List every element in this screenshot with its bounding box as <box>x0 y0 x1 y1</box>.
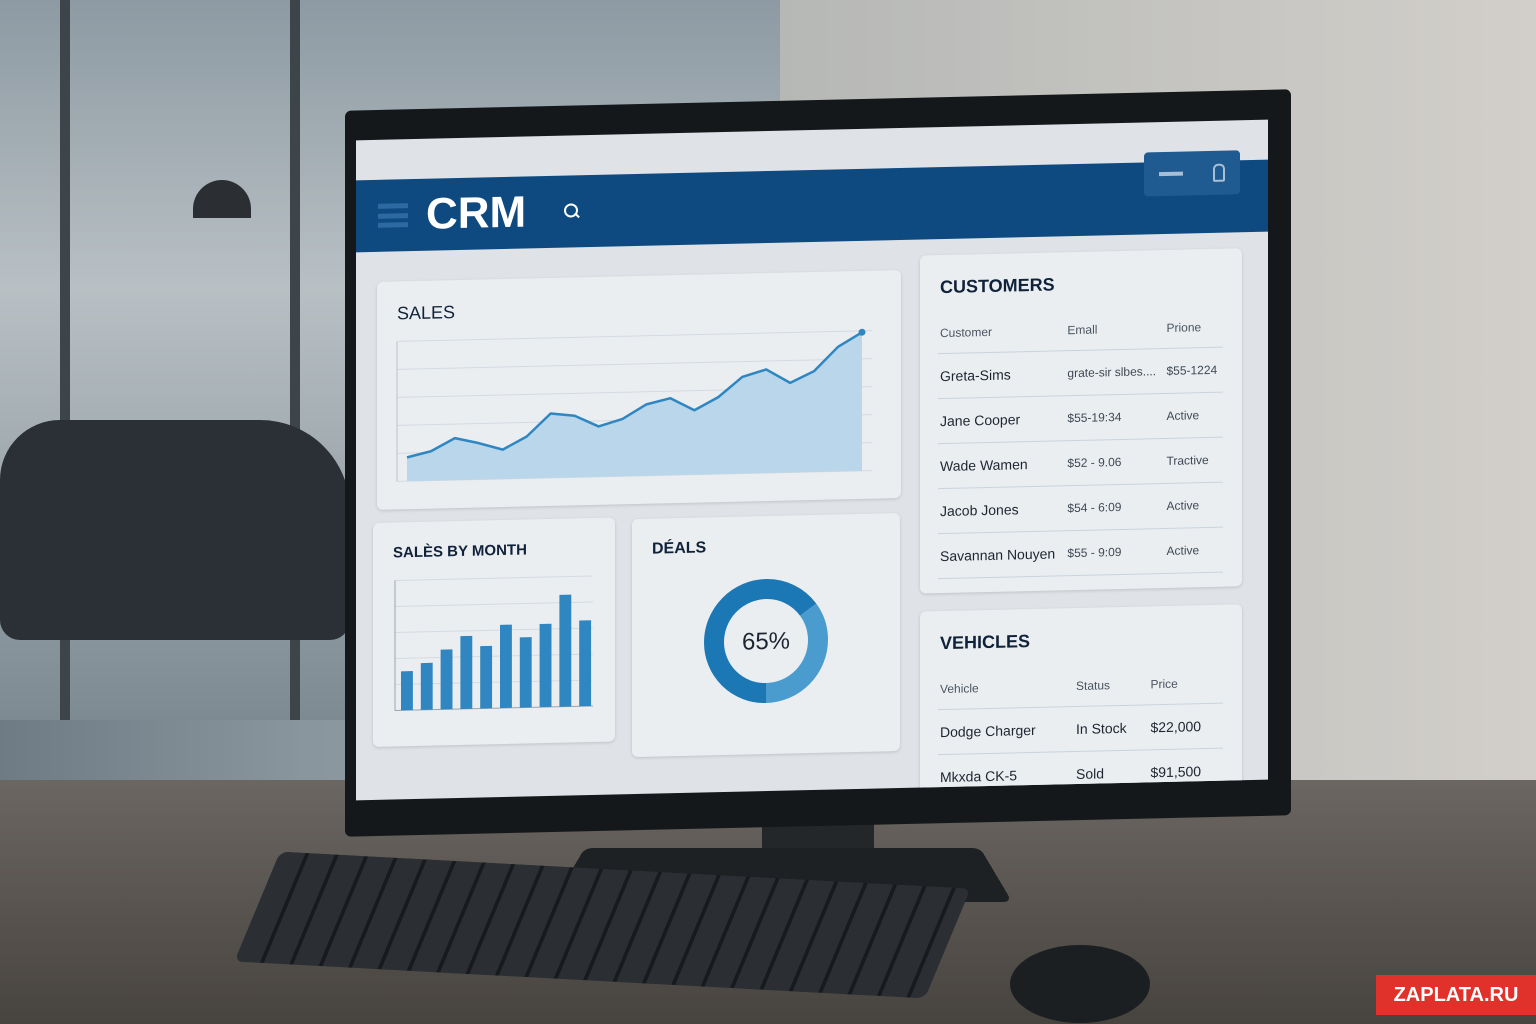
customers-title: CUSTOMERS <box>940 274 1055 298</box>
customer-phone: Active <box>1164 526 1223 574</box>
table-row[interactable]: Savannan Nouyen $55 - 9:09 Active <box>938 526 1223 579</box>
search-icon[interactable] <box>564 203 580 219</box>
customer-phone: Tractive <box>1164 436 1223 484</box>
customer-phone: Active <box>1164 481 1223 529</box>
vehicle-status: In Stock <box>1074 704 1149 752</box>
gridline <box>395 575 593 581</box>
bar <box>420 662 433 710</box>
bar <box>579 620 592 707</box>
background-car <box>0 420 350 640</box>
customer-phone: $55-1224 <box>1164 346 1223 394</box>
table-header: Vehicle Status Price <box>938 662 1223 710</box>
minimize-icon[interactable] <box>1159 171 1183 177</box>
bar <box>460 635 473 709</box>
sales-card: SALES <box>377 269 901 510</box>
customer-email: $52 - 9.06 <box>1065 438 1165 486</box>
bar <box>480 645 493 709</box>
deals-donut-chart <box>704 579 828 704</box>
bar <box>559 594 572 707</box>
customer-email: $54 - 6:09 <box>1065 483 1165 531</box>
mouse <box>1010 945 1150 1023</box>
vehicles-table: Vehicle Status Price Dodge Charger In Sto… <box>938 662 1223 800</box>
table-row[interactable]: Jacob Jones $54 - 6:09 Active <box>938 481 1223 534</box>
table-row[interactable]: Dodge Charger In Stock $22,000 <box>938 702 1223 755</box>
column-header: Vehicle <box>938 666 1075 710</box>
vehicles-title: VEHICLES <box>940 631 1031 654</box>
table-header: Customer Emall Prione <box>938 306 1223 354</box>
column-header: Prione <box>1164 306 1223 349</box>
customer-name: Jane Cooper <box>938 395 1066 444</box>
header-controls <box>1144 150 1240 197</box>
window-frame <box>290 0 300 720</box>
vehicles-card: VEHICLES Vehicle Status Price Dodge Char… <box>920 604 1242 801</box>
vehicle-price: $22,000 <box>1148 702 1223 750</box>
customer-phone: Active <box>1164 391 1223 439</box>
customers-card: CUSTOMERS Customer Emall Prione Greta-Si… <box>920 248 1242 594</box>
bar <box>500 624 512 709</box>
deals-card: DÉALS 65% <box>632 513 900 758</box>
customer-name: Jacob Jones <box>938 485 1066 534</box>
column-header: Price <box>1148 662 1223 705</box>
sales-by-month-bar-chart <box>394 575 593 711</box>
customer-email: $55-19:34 <box>1065 393 1165 441</box>
area-fill <box>407 332 862 482</box>
customer-email: grate-sir slbes.... <box>1065 348 1165 396</box>
table-row[interactable]: Wade Wamen $52 - 9.06 Tractive <box>938 436 1223 489</box>
customers-table: Customer Emall Prione Greta-Sims grate-si… <box>938 306 1223 579</box>
donut-segment <box>704 579 828 704</box>
table-row[interactable]: Greta-Sims grate-sir slbes.... $55-1224 <box>938 346 1223 399</box>
bar <box>440 649 453 710</box>
customer-name: Greta-Sims <box>938 350 1066 399</box>
bar <box>401 671 413 711</box>
watermark-logo: ZAPLATA.RU <box>1376 975 1536 1015</box>
hamburger-menu-icon[interactable] <box>378 203 408 228</box>
window-frame <box>60 0 70 720</box>
sales-line-chart <box>396 328 872 482</box>
gridline <box>397 330 872 342</box>
monitor-screen: CRM SALES SALÈS BY MONTH DÉALS 65% CUSTO… <box>356 119 1268 801</box>
bar <box>539 623 552 708</box>
table-row[interactable]: Jane Cooper $55-19:34 Active <box>938 391 1223 444</box>
sales-by-month-card: SALÈS BY MONTH <box>373 517 615 747</box>
customer-name: Savannan Nouyen <box>938 530 1066 579</box>
column-header: Status <box>1074 664 1149 707</box>
app-logo: CRM <box>426 187 527 239</box>
vehicle-name: Dodge Charger <box>938 706 1075 755</box>
column-header: Customer <box>938 310 1066 354</box>
bar <box>519 637 532 708</box>
column-header: Emall <box>1065 308 1165 351</box>
customer-name: Wade Wamen <box>938 440 1066 489</box>
gridline <box>397 358 872 370</box>
series-line <box>406 331 863 459</box>
app-header: CRM <box>356 150 1268 253</box>
data-point <box>858 328 866 336</box>
notification-icon[interactable] <box>1213 163 1225 182</box>
customer-email: $55 - 9:09 <box>1065 528 1165 576</box>
